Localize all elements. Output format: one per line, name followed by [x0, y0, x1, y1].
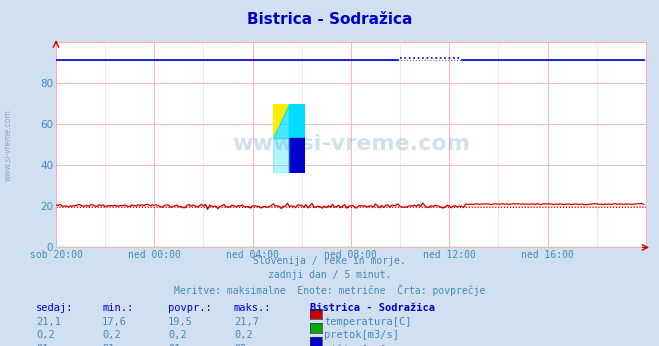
Polygon shape — [273, 138, 289, 173]
Text: 91: 91 — [168, 344, 181, 346]
Text: zadnji dan / 5 minut.: zadnji dan / 5 minut. — [268, 270, 391, 280]
Text: Meritve: maksimalne  Enote: metrične  Črta: povprečje: Meritve: maksimalne Enote: metrične Črta… — [174, 284, 485, 296]
Polygon shape — [289, 138, 305, 173]
Polygon shape — [273, 104, 289, 138]
Text: maks.:: maks.: — [234, 303, 272, 313]
Text: 91: 91 — [36, 344, 49, 346]
Text: 17,6: 17,6 — [102, 317, 127, 327]
Text: Bistrica - Sodražica: Bistrica - Sodražica — [247, 12, 412, 27]
Text: višina[cm]: višina[cm] — [324, 344, 387, 346]
Polygon shape — [273, 104, 289, 138]
Polygon shape — [289, 104, 305, 138]
Text: 21,7: 21,7 — [234, 317, 259, 327]
Text: Slovenija / reke in morje.: Slovenija / reke in morje. — [253, 256, 406, 266]
Text: www.si-vreme.com: www.si-vreme.com — [3, 109, 13, 181]
Text: www.si-vreme.com: www.si-vreme.com — [232, 135, 470, 154]
Text: sedaj:: sedaj: — [36, 303, 74, 313]
Text: 0,2: 0,2 — [234, 330, 252, 340]
Text: povpr.:: povpr.: — [168, 303, 212, 313]
Text: pretok[m3/s]: pretok[m3/s] — [324, 330, 399, 340]
Text: min.:: min.: — [102, 303, 133, 313]
Text: 0,2: 0,2 — [102, 330, 121, 340]
Text: temperatura[C]: temperatura[C] — [324, 317, 412, 327]
Text: 0,2: 0,2 — [168, 330, 186, 340]
Text: 19,5: 19,5 — [168, 317, 193, 327]
Text: 92: 92 — [234, 344, 246, 346]
Text: 0,2: 0,2 — [36, 330, 55, 340]
Text: Bistrica - Sodražica: Bistrica - Sodražica — [310, 303, 435, 313]
Text: 21,1: 21,1 — [36, 317, 61, 327]
Text: 91: 91 — [102, 344, 115, 346]
